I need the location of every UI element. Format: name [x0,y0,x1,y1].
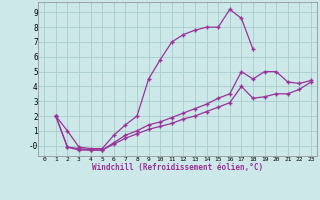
X-axis label: Windchill (Refroidissement éolien,°C): Windchill (Refroidissement éolien,°C) [92,163,263,172]
